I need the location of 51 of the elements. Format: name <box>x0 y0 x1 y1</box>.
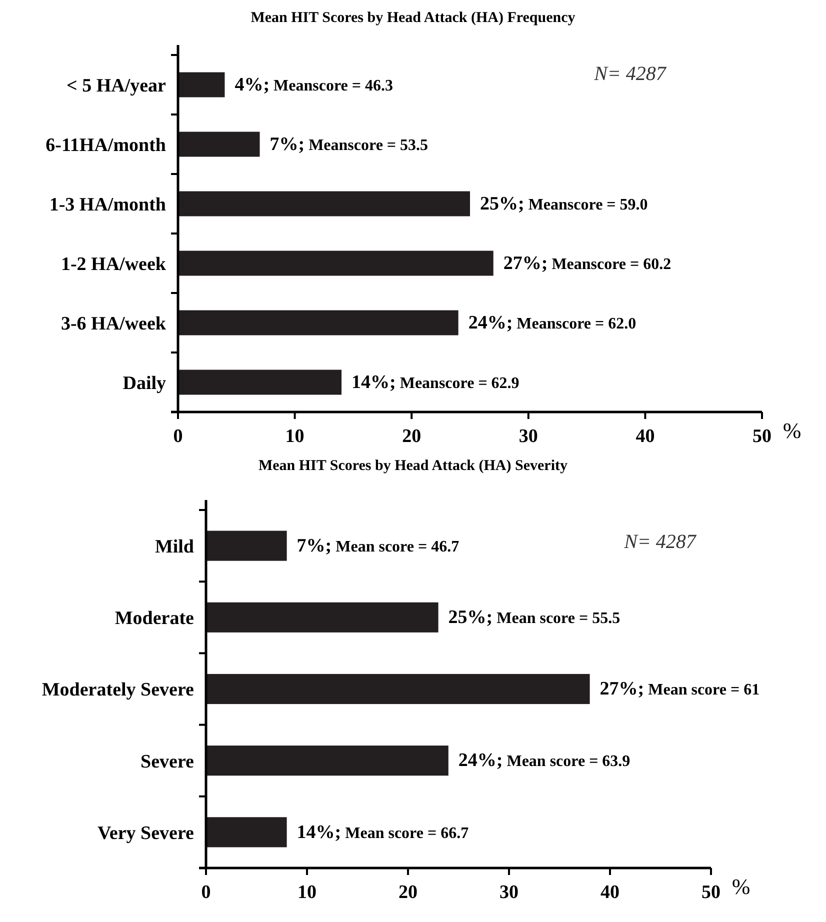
y-tick-label: Daily <box>122 372 166 394</box>
y-tick-label: 6-11HA/month <box>46 134 166 156</box>
bar <box>178 191 470 216</box>
annotation: 7%; Mean score = 46.7 <box>296 535 460 556</box>
y-tick-label: Very Severe <box>97 822 194 844</box>
x-tick-label: 20 <box>398 882 418 903</box>
x-tick-label: 0 <box>201 882 211 903</box>
x-tick-label: 10 <box>298 882 316 903</box>
x-tick-label: 40 <box>636 426 655 447</box>
y-tick-label: Severe <box>140 751 194 772</box>
y-tick-label: 1-3 HA/month <box>49 194 166 216</box>
annotation: N= 4287 <box>623 531 697 553</box>
y-tick-label: Moderate <box>114 608 194 630</box>
y-tick-label: Moderately Severe <box>42 680 194 701</box>
annotation: 14%; Mean score = 66.7 <box>296 822 469 843</box>
data-label: 27%; Meanscore = 60.2 <box>503 252 672 274</box>
y-tick-label: Mild <box>154 536 194 558</box>
y-tick-label: < 5 HA/year <box>66 75 167 96</box>
x-tick-label: 30 <box>518 426 538 447</box>
data-label: 14%; Meanscore = 62.9 <box>352 372 520 393</box>
bar <box>206 746 448 776</box>
y-tick-label: 1-2 HA/week <box>60 254 166 275</box>
x-tick-label: 30 <box>500 882 518 903</box>
bar <box>178 370 342 395</box>
bar <box>206 602 438 632</box>
x-tick-label: 0 <box>173 426 183 447</box>
data-label: 4%; Meanscore = 46.3 <box>234 74 394 96</box>
annotation: 24%; Mean score = 63.9 <box>458 750 630 772</box>
bar <box>178 132 260 157</box>
annotation: N= 4287 <box>593 63 667 85</box>
data-label: 7%; Meanscore = 53.5 <box>270 134 428 155</box>
bar <box>178 72 225 98</box>
chart-title: Mean HIT Scores by Head Attack (HA) Frequency <box>250 10 576 26</box>
x-axis-title: % <box>782 418 802 443</box>
x-tick-label: 10 <box>285 426 304 447</box>
x-tick-label: 50 <box>752 426 772 447</box>
data-label: 25%; Meanscore = 59.0 <box>480 193 648 214</box>
bar <box>178 250 494 276</box>
chart-title: Mean HIT Scores by Head Attack (HA) Severity <box>258 458 568 474</box>
x-axis-title: % <box>732 874 750 899</box>
annotation: 25%; Mean score = 55.5 <box>448 607 620 628</box>
y-tick-label: 3-6 HA/week <box>60 313 166 334</box>
x-tick-label: 50 <box>702 882 720 903</box>
x-tick-label: 20 <box>402 426 422 447</box>
x-tick-label: 40 <box>600 882 620 903</box>
bar <box>206 530 287 561</box>
annotation: 27%; Mean score = 61 <box>600 678 760 700</box>
bar <box>206 674 590 704</box>
bar <box>178 310 458 336</box>
data-label: 24%; Meanscore = 62.0 <box>468 312 636 334</box>
bar <box>206 817 287 848</box>
